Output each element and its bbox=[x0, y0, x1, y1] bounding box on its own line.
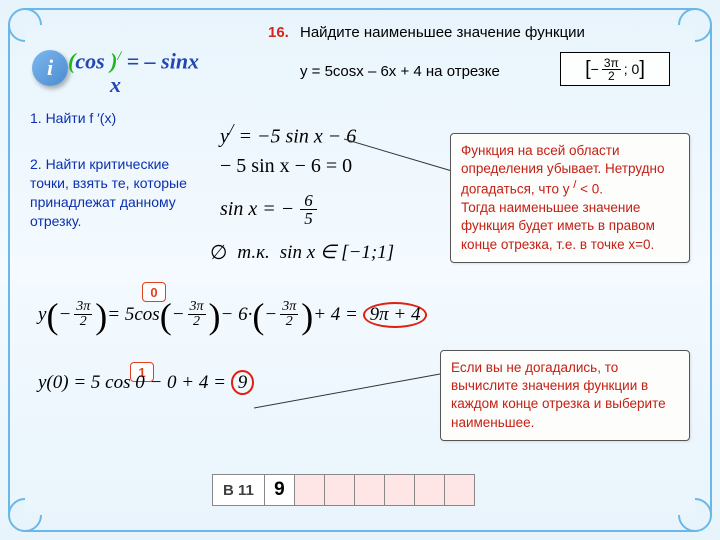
eqY0-result: 9 bbox=[231, 370, 255, 395]
problem-number: 16. bbox=[268, 24, 289, 41]
answer-cell-4[interactable] bbox=[355, 474, 385, 506]
c1b: y bbox=[563, 182, 574, 197]
callout-2: Если вы не догадались, то вычислите знач… bbox=[440, 350, 690, 441]
derivative-formula: (cos )/ = – sinx x bbox=[68, 48, 199, 74]
equation-derivative: y/ = −5 sin x − 6 bbox=[220, 120, 356, 149]
answer-row: В 11 9 bbox=[212, 474, 475, 506]
answer-cell-6[interactable] bbox=[415, 474, 445, 506]
le-3: + 4 = bbox=[313, 304, 358, 326]
corner-tl bbox=[8, 8, 42, 42]
formula-eq: = – sinx bbox=[121, 48, 199, 73]
evaluation-at-0: y(0) = 5 cos 0 − 0 + 4 = 9 bbox=[38, 372, 254, 394]
interval-right: ; 0 bbox=[624, 61, 640, 77]
eq3-num: 6 bbox=[300, 192, 317, 210]
answer-cell-5[interactable] bbox=[385, 474, 415, 506]
equation-sinx: sin x = − 65 bbox=[220, 192, 317, 227]
eq4-empty: ∅ bbox=[210, 240, 227, 265]
eq3-left: sin x = − bbox=[220, 198, 294, 221]
step-1: 1. Найти f ′(x) bbox=[30, 110, 116, 126]
answer-cell-1[interactable]: 9 bbox=[265, 474, 295, 506]
info-icon: i bbox=[32, 50, 68, 86]
equation-emptyset: ∅ т.к. sin x ∈ [−1;1] bbox=[210, 240, 394, 265]
le-1: = 5cos bbox=[107, 304, 159, 326]
answer-label: В 11 bbox=[212, 474, 265, 506]
problem-text-line2: y = 5cosx – 6x + 4 на отрезке bbox=[300, 63, 500, 80]
answer-cell-7[interactable] bbox=[445, 474, 475, 506]
le-2: − 6· bbox=[221, 304, 253, 326]
pointer-arrow-1 bbox=[344, 135, 456, 175]
eq1-y: y bbox=[220, 126, 229, 148]
interval-minus: − bbox=[591, 61, 599, 77]
problem-text-line1: Найдите наименьшее значение функции bbox=[300, 24, 690, 41]
eq1-rest: = −5 sin x − 6 bbox=[234, 126, 357, 148]
eq4-tk: т.к. bbox=[237, 242, 269, 264]
interval-num: 3π bbox=[602, 57, 621, 70]
corner-bl bbox=[8, 498, 42, 532]
corner-br bbox=[678, 498, 712, 532]
pointer-arrow-2 bbox=[254, 370, 444, 425]
step-2: 2. Найти критические точки, взять те, ко… bbox=[30, 155, 190, 231]
c1d: Тогда наименьшее значение функция будет … bbox=[461, 200, 655, 251]
formula-x: x bbox=[110, 72, 121, 98]
eq4-range: sin x ∈ [−1;1] bbox=[280, 241, 394, 264]
interval-den: 2 bbox=[608, 70, 615, 82]
interval-box: [ − 3π2 ; 0 ] bbox=[560, 52, 670, 86]
answer-cell-2[interactable] bbox=[295, 474, 325, 506]
eqY0-left: y(0) = 5 cos 0 − 0 + 4 = bbox=[38, 372, 231, 393]
formula-cos: cos bbox=[75, 48, 110, 73]
le-result: 9π + 4 bbox=[363, 302, 428, 328]
callout-1: Функция на всей области определения убыв… bbox=[450, 133, 690, 263]
equation-zero: − 5 sin x − 6 = 0 bbox=[220, 155, 352, 178]
eq3-den: 5 bbox=[304, 210, 313, 227]
answer-cell-3[interactable] bbox=[325, 474, 355, 506]
evaluation-at-neg3pi2: y(− 3π2 ) = 5cos (− 3π2 ) − 6· (− 3π2 ) … bbox=[38, 300, 427, 329]
c1c: < 0. bbox=[576, 182, 603, 197]
